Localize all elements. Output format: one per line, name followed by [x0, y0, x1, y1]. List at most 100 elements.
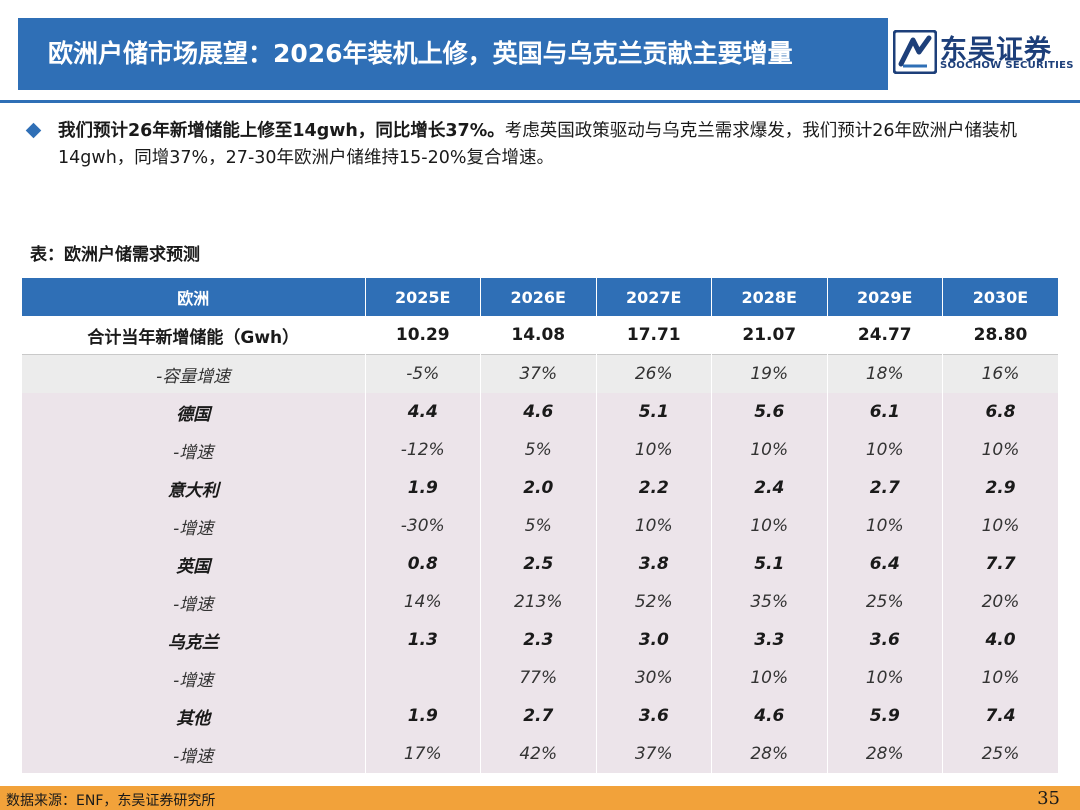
- table-cell: 3.6: [827, 621, 943, 659]
- table-cell: 4.4: [365, 393, 481, 431]
- column-header: 2028E: [711, 278, 828, 316]
- table-cell: 10%: [827, 507, 943, 545]
- table-cell: 2.2: [596, 469, 712, 507]
- table-cell: 10%: [711, 431, 828, 469]
- table-cell: 35%: [711, 583, 828, 621]
- table-cell: 5.1: [711, 545, 828, 583]
- table-cell: 3.3: [711, 621, 828, 659]
- table-header-row: 欧洲 2025E 2026E 2027E 2028E 2029E 2030E: [22, 278, 1058, 316]
- table-cell: 37%: [596, 735, 712, 773]
- column-header: 2030E: [942, 278, 1058, 316]
- row-label: -增速: [22, 735, 366, 773]
- table-cell: 0.8: [365, 545, 481, 583]
- table-row: 德国 4.4 4.6 5.1 5.6 6.1 6.8: [22, 393, 1058, 431]
- table-cell: 28%: [711, 735, 828, 773]
- table-row: -增速 14% 213% 52% 35% 25% 20%: [22, 583, 1058, 621]
- table-cell: 21.07: [711, 316, 828, 355]
- table-cell: 2.5: [480, 545, 597, 583]
- table-cell: 7.7: [942, 545, 1058, 583]
- column-header: 2027E: [596, 278, 712, 316]
- table-cell: 10.29: [365, 316, 481, 355]
- soochow-logo-icon: [893, 30, 937, 74]
- column-header: 2026E: [480, 278, 597, 316]
- table-cell: 10%: [711, 507, 828, 545]
- table-cell: 10%: [942, 659, 1058, 697]
- table-cell: 10%: [596, 431, 712, 469]
- table-cell: 10%: [711, 659, 828, 697]
- row-label: 合计当年新增储能（Gwh）: [22, 316, 366, 355]
- row-label: 德国: [22, 393, 366, 431]
- page-number: 35: [1037, 788, 1060, 809]
- summary-paragraph: 我们预计26年新增储能上修至14gwh，同比增长37%。考虑英国政策驱动与乌克兰…: [58, 118, 1058, 172]
- soochow-logo: 东吴证券 SOOCHOW SECURITIES: [893, 26, 1074, 82]
- forecast-table: 欧洲 2025E 2026E 2027E 2028E 2029E 2030E 合…: [22, 278, 1058, 773]
- table-cell: 25%: [942, 735, 1058, 773]
- table-row: -增速 -30% 5% 10% 10% 10% 10%: [22, 507, 1058, 545]
- column-header: 2025E: [365, 278, 481, 316]
- table-cell: 42%: [480, 735, 597, 773]
- table-cell: 28.80: [942, 316, 1058, 355]
- table-cell: 17.71: [596, 316, 712, 355]
- row-label: 意大利: [22, 469, 366, 507]
- summary-bold: 我们预计26年新增储能上修至14gwh，同比增长37%。: [58, 121, 505, 141]
- row-label: 英国: [22, 545, 366, 583]
- table-cell: 213%: [480, 583, 597, 621]
- row-label: 乌克兰: [22, 621, 366, 659]
- table-cell: 19%: [711, 354, 828, 393]
- table-cell: 2.7: [827, 469, 943, 507]
- footer-bar: [0, 786, 1080, 810]
- table-cell: 3.0: [596, 621, 712, 659]
- table-cell: 37%: [480, 354, 597, 393]
- table-cell: 6.4: [827, 545, 943, 583]
- table-cell: 26%: [596, 354, 712, 393]
- table-cell: 1.9: [365, 469, 481, 507]
- source-note: 数据来源：ENF，东吴证券研究所: [6, 793, 216, 809]
- table-cell: 10%: [827, 431, 943, 469]
- header-divider: [0, 100, 1080, 103]
- row-label: -增速: [22, 659, 366, 697]
- row-label: -增速: [22, 583, 366, 621]
- table-cell: 10%: [942, 507, 1058, 545]
- table-cell: 6.1: [827, 393, 943, 431]
- table-cell: 77%: [480, 659, 597, 697]
- table-cell: 25%: [827, 583, 943, 621]
- table-row: -增速 -12% 5% 10% 10% 10% 10%: [22, 431, 1058, 469]
- column-header: 2029E: [827, 278, 943, 316]
- title-bar: 欧洲户储市场展望：2026年装机上修，英国与乌克兰贡献主要增量: [18, 18, 888, 90]
- table-cell: 4.6: [480, 393, 597, 431]
- table-cell: 5.9: [827, 697, 943, 735]
- table-cell: 14%: [365, 583, 481, 621]
- table-cell: 14.08: [480, 316, 597, 355]
- row-label: -容量增速: [22, 354, 366, 393]
- table-body: 合计当年新增储能（Gwh） 10.29 14.08 17.71 21.07 24.77 28…: [22, 316, 1058, 773]
- logo-english-name: SOOCHOW SECURITIES: [940, 60, 1074, 71]
- table-cell: 1.3: [365, 621, 481, 659]
- table-cell: 16%: [942, 354, 1058, 393]
- row-label: -增速: [22, 507, 366, 545]
- table-row: 合计当年新增储能（Gwh） 10.29 14.08 17.71 21.07 24.77 28…: [22, 316, 1058, 355]
- table-cell: 1.9: [365, 697, 481, 735]
- table-row: -增速 77% 30% 10% 10% 10%: [22, 659, 1058, 697]
- table-cell: 5.6: [711, 393, 828, 431]
- column-header: 欧洲: [22, 278, 366, 316]
- table-cell: 6.8: [942, 393, 1058, 431]
- table-cell: -30%: [365, 507, 481, 545]
- page-title: 欧洲户储市场展望：2026年装机上修，英国与乌克兰贡献主要增量: [48, 39, 793, 68]
- table-cell: 7.4: [942, 697, 1058, 735]
- table-cell: 2.4: [711, 469, 828, 507]
- table-cell: 18%: [827, 354, 943, 393]
- table-cell: 5%: [480, 507, 597, 545]
- diamond-bullet-icon: [25, 122, 42, 139]
- table-cell: 52%: [596, 583, 712, 621]
- table-cell: 3.8: [596, 545, 712, 583]
- table-cell: -12%: [365, 431, 481, 469]
- table-cell: 10%: [596, 507, 712, 545]
- table-row: -增速 17% 42% 37% 28% 28% 25%: [22, 735, 1058, 773]
- table-cell: -5%: [365, 354, 481, 393]
- logo-chinese-name: 东吴证券: [940, 35, 1052, 66]
- table-cell: 5.1: [596, 393, 712, 431]
- table-cell: 20%: [942, 583, 1058, 621]
- summary-rest: 考虑英国政策驱动与乌克兰需求爆发，我们预计26年欧洲户储装机14gwh，同增37…: [58, 121, 1018, 168]
- table-cell: 2.9: [942, 469, 1058, 507]
- table-row: 乌克兰 1.3 2.3 3.0 3.3 3.6 4.0: [22, 621, 1058, 659]
